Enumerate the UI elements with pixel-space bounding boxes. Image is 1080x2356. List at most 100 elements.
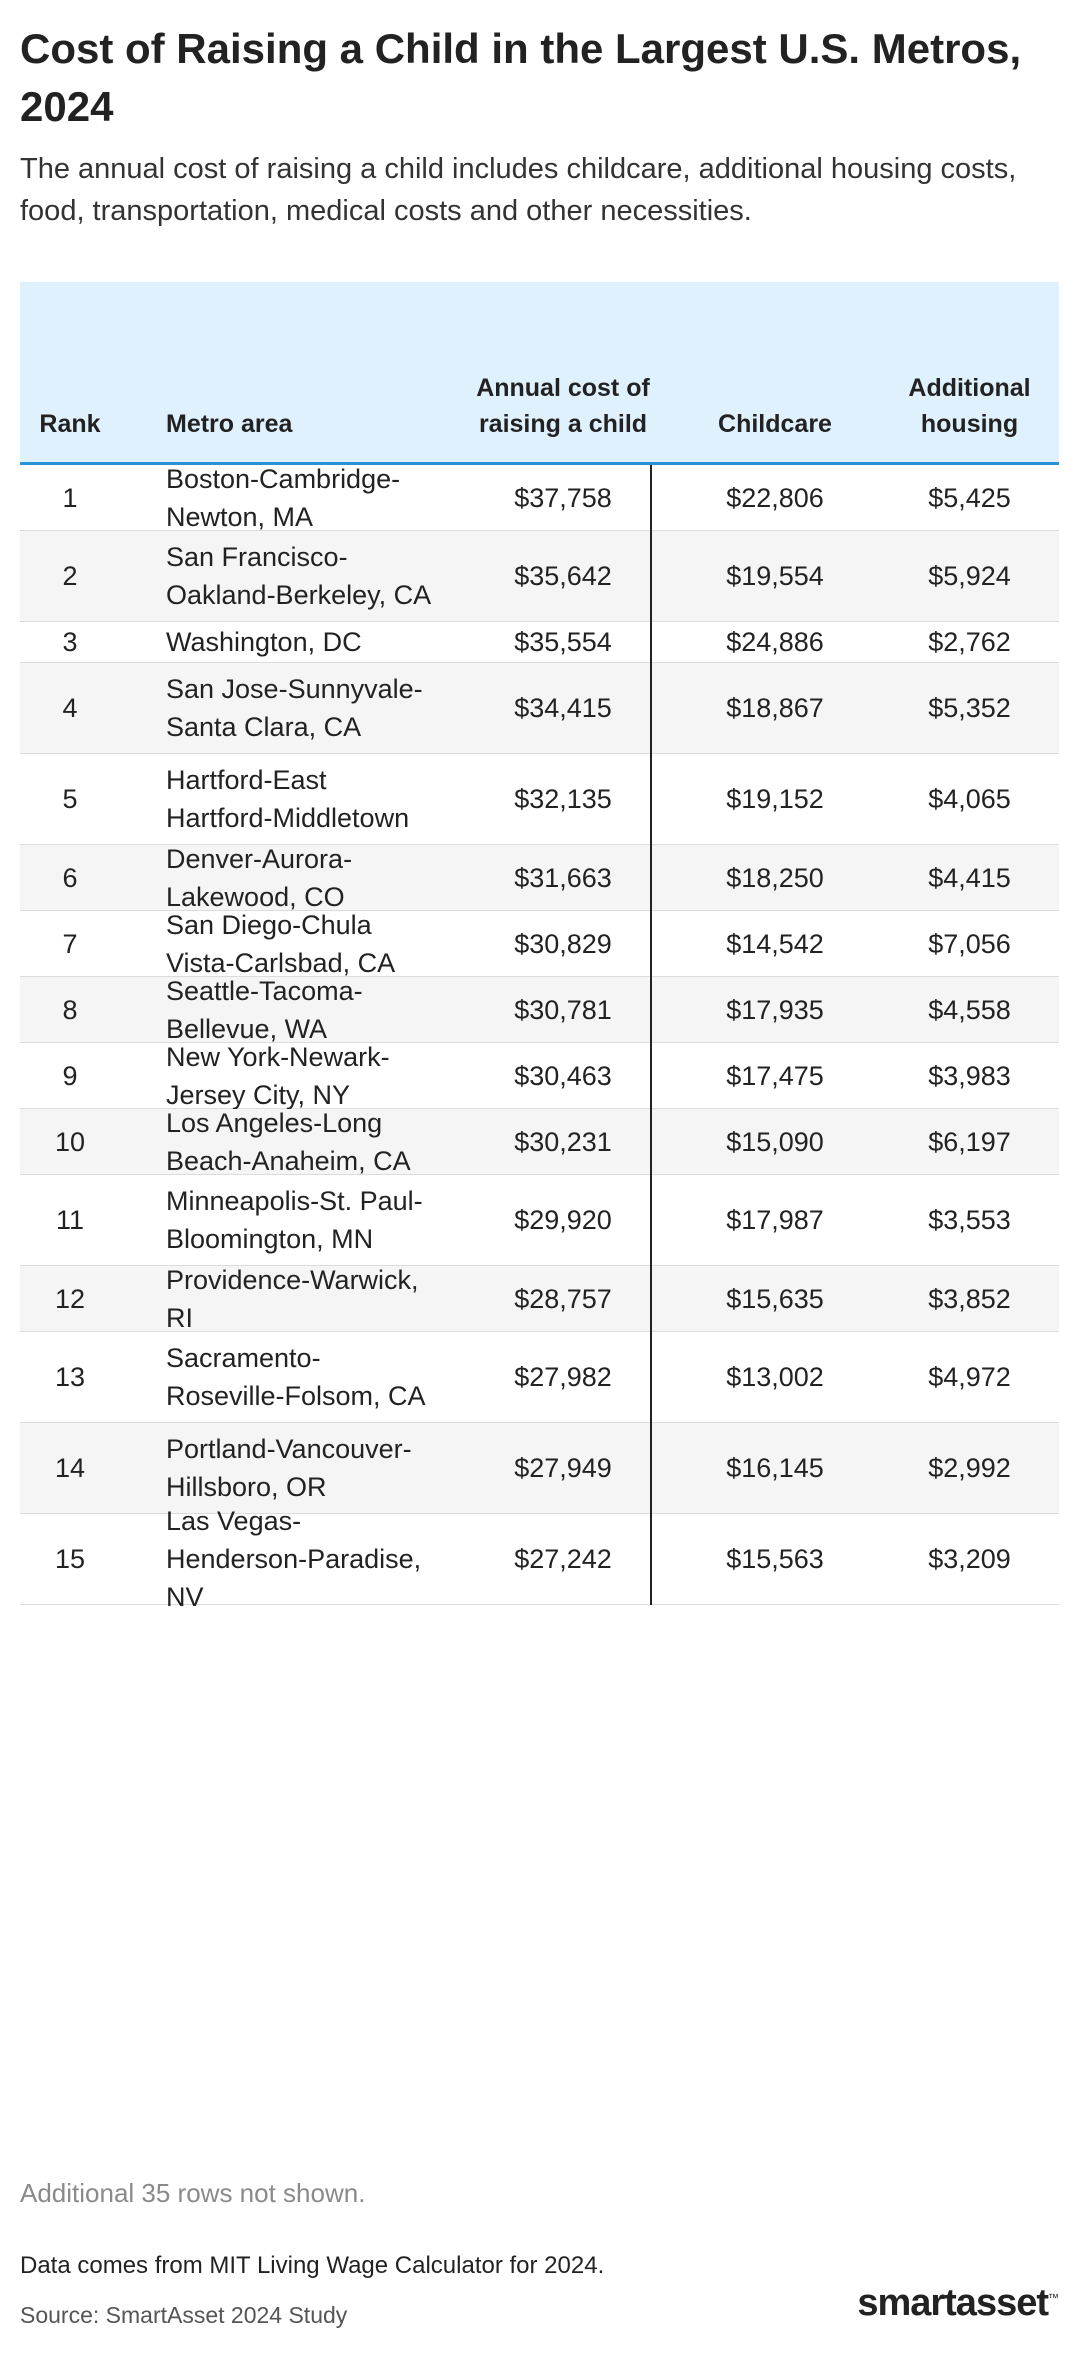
childcare-cell: $24,886 xyxy=(670,622,880,662)
annual-cost-cell: $30,781 xyxy=(458,977,668,1042)
housing-cell-text: $2,762 xyxy=(928,627,1011,657)
housing-cell-text: $5,924 xyxy=(928,561,1011,591)
table-row: 10 Los Angeles-Long Beach-Anaheim, CA $30,… xyxy=(20,1108,1059,1176)
rank-cell: 4 xyxy=(20,663,120,753)
annual-cost-cell: $35,554 xyxy=(458,622,668,662)
housing-cell: $5,425 xyxy=(880,465,1059,530)
table-row: 15 Las Vegas-Henderson-Paradise, NV $27,24… xyxy=(20,1506,1059,1612)
metro-cell-text: Washington, DC xyxy=(166,627,362,657)
housing-cell: $3,852 xyxy=(880,1266,1059,1331)
housing-cell: $3,553 xyxy=(880,1175,1059,1265)
rank-cell-text: 15 xyxy=(54,1544,86,1574)
childcare-cell-text: $22,806 xyxy=(726,482,824,513)
rank-cell-text: 7 xyxy=(62,928,78,959)
housing-cell-text: $3,852 xyxy=(928,1283,1011,1314)
metro-cell: San Jose-Sunnyvale-Santa Clara, CA xyxy=(166,663,436,753)
metro-cell: Washington, DC xyxy=(166,622,436,662)
childcare-cell-text: $15,563 xyxy=(726,1544,824,1574)
housing-cell: $4,558 xyxy=(880,977,1059,1042)
rows-hidden-note: Additional 35 rows not shown. xyxy=(20,2178,366,2208)
rank-cell: 7 xyxy=(20,911,120,976)
header-additional-housing: Additional housing xyxy=(908,374,1031,438)
childcare-cell: $18,250 xyxy=(670,845,880,910)
metro-cell-text: San Jose-Sunnyvale-Santa Clara, CA xyxy=(166,674,423,742)
childcare-cell-text: $15,090 xyxy=(726,1126,824,1157)
annual-cost-cell: $27,242 xyxy=(458,1514,668,1604)
rank-cell-text: 2 xyxy=(62,561,78,591)
table-row: 8 Seattle-Tacoma-Bellevue, WA $30,781 $17,9… xyxy=(20,976,1059,1044)
rank-cell: 14 xyxy=(20,1423,120,1513)
metro-cell: Boston-Cambridge-Newton, MA xyxy=(166,464,436,532)
annual-cost-cell-text: $30,829 xyxy=(514,928,612,959)
childcare-cell: $14,542 xyxy=(670,911,880,976)
metro-cell: New York-Newark-Jersey City, NY xyxy=(166,1042,436,1110)
housing-cell: $3,209 xyxy=(880,1514,1059,1604)
childcare-cell: $16,145 xyxy=(670,1423,880,1513)
housing-cell: $5,924 xyxy=(880,531,1059,621)
annual-cost-cell-text: $30,231 xyxy=(514,1126,612,1157)
rank-cell: 12 xyxy=(20,1266,120,1331)
housing-cell-text: $3,553 xyxy=(928,1205,1011,1235)
table-row: 2 San Francisco-Oakland-Berkeley, CA $35,6… xyxy=(20,531,1059,622)
childcare-cell: $19,554 xyxy=(670,531,880,621)
metro-cell: Hartford-East Hartford-Middletown xyxy=(166,754,436,844)
childcare-cell-text: $17,475 xyxy=(726,1060,824,1091)
annual-cost-cell: $29,920 xyxy=(458,1175,668,1265)
rank-cell: 9 xyxy=(20,1043,120,1108)
rank-cell: 10 xyxy=(20,1109,120,1174)
page-subtitle: The annual cost of raising a child inclu… xyxy=(20,153,1017,227)
table-header: Rank Metro area Annual cost of raising a… xyxy=(20,282,1059,465)
housing-cell: $6,197 xyxy=(880,1109,1059,1174)
metro-cell-text: Sacramento-Roseville-Folsom, CA xyxy=(166,1343,426,1411)
annual-cost-cell-text: $32,135 xyxy=(514,784,612,814)
annual-cost-cell: $28,757 xyxy=(458,1266,668,1331)
annual-cost-cell: $30,231 xyxy=(458,1109,668,1174)
table-row: 6 Denver-Aurora-Lakewood, CO $31,663 $18,25… xyxy=(20,844,1059,912)
annual-cost-cell-text: $27,242 xyxy=(514,1544,612,1574)
metro-cell-text: Seattle-Tacoma-Bellevue, WA xyxy=(166,975,363,1044)
annual-cost-cell: $30,829 xyxy=(458,911,668,976)
housing-cell-text: $2,992 xyxy=(928,1453,1011,1483)
rank-cell: 6 xyxy=(20,845,120,910)
header-childcare: Childcare xyxy=(718,410,832,438)
header-rank: Rank xyxy=(39,410,101,438)
logo-text: smartasset xyxy=(857,2282,1049,2324)
metro-cell: Providence-Warwick, RI xyxy=(166,1265,436,1333)
housing-cell-text: $4,558 xyxy=(928,994,1011,1025)
childcare-cell: $19,152 xyxy=(670,754,880,844)
rank-cell-text: 3 xyxy=(62,627,78,657)
metro-cell-text: Las Vegas-Henderson-Paradise, NV xyxy=(166,1506,422,1612)
rank-cell-text: 5 xyxy=(62,784,78,814)
childcare-cell: $13,002 xyxy=(670,1332,880,1422)
annual-cost-cell-text: $30,463 xyxy=(514,1060,612,1091)
housing-cell-text: $4,972 xyxy=(928,1362,1011,1392)
childcare-cell: $17,987 xyxy=(670,1175,880,1265)
header-metro-area: Metro area xyxy=(166,410,293,438)
childcare-cell-text: $16,145 xyxy=(726,1453,824,1483)
table-row: 1 Boston-Cambridge-Newton, MA $37,758 $22,8… xyxy=(20,464,1059,532)
page-title: Cost of Raising a Child in the Largest U… xyxy=(20,25,1022,130)
rank-cell-text: 12 xyxy=(54,1283,86,1314)
table-row: 14 Portland-Vancouver-Hillsboro, OR $27,94… xyxy=(20,1423,1059,1514)
metro-cell: Denver-Aurora-Lakewood, CO xyxy=(166,844,436,912)
table-row: 4 San Jose-Sunnyvale-Santa Clara, CA $34,4… xyxy=(20,663,1059,754)
rank-cell: 8 xyxy=(20,977,120,1042)
table-row: 7 San Diego-Chula Vista-Carlsbad, CA $30,8… xyxy=(20,910,1059,978)
metro-cell-text: Denver-Aurora-Lakewood, CO xyxy=(166,843,353,912)
annual-cost-cell-text: $27,982 xyxy=(514,1362,612,1392)
annual-cost-cell-text: $37,758 xyxy=(514,482,612,513)
rank-cell-text: 4 xyxy=(62,693,78,723)
childcare-cell: $15,563 xyxy=(670,1514,880,1604)
metro-cell: Sacramento-Roseville-Folsom, CA xyxy=(166,1332,436,1422)
annual-cost-cell-text: $35,642 xyxy=(514,561,612,591)
childcare-cell-text: $13,002 xyxy=(726,1362,824,1392)
table-row: 3 Washington, DC $35,554 $24,886 $2,762 xyxy=(20,622,1059,663)
metro-cell-text: Providence-Warwick, RI xyxy=(166,1264,419,1333)
metro-cell: Las Vegas-Henderson-Paradise, NV xyxy=(166,1506,436,1612)
childcare-cell: $15,635 xyxy=(670,1266,880,1331)
metro-cell-text: San Francisco-Oakland-Berkeley, CA xyxy=(166,542,432,610)
table-row: 13 Sacramento-Roseville-Folsom, CA $27,982… xyxy=(20,1332,1059,1423)
rank-cell: 5 xyxy=(20,754,120,844)
annual-cost-cell-text: $27,949 xyxy=(514,1453,612,1483)
